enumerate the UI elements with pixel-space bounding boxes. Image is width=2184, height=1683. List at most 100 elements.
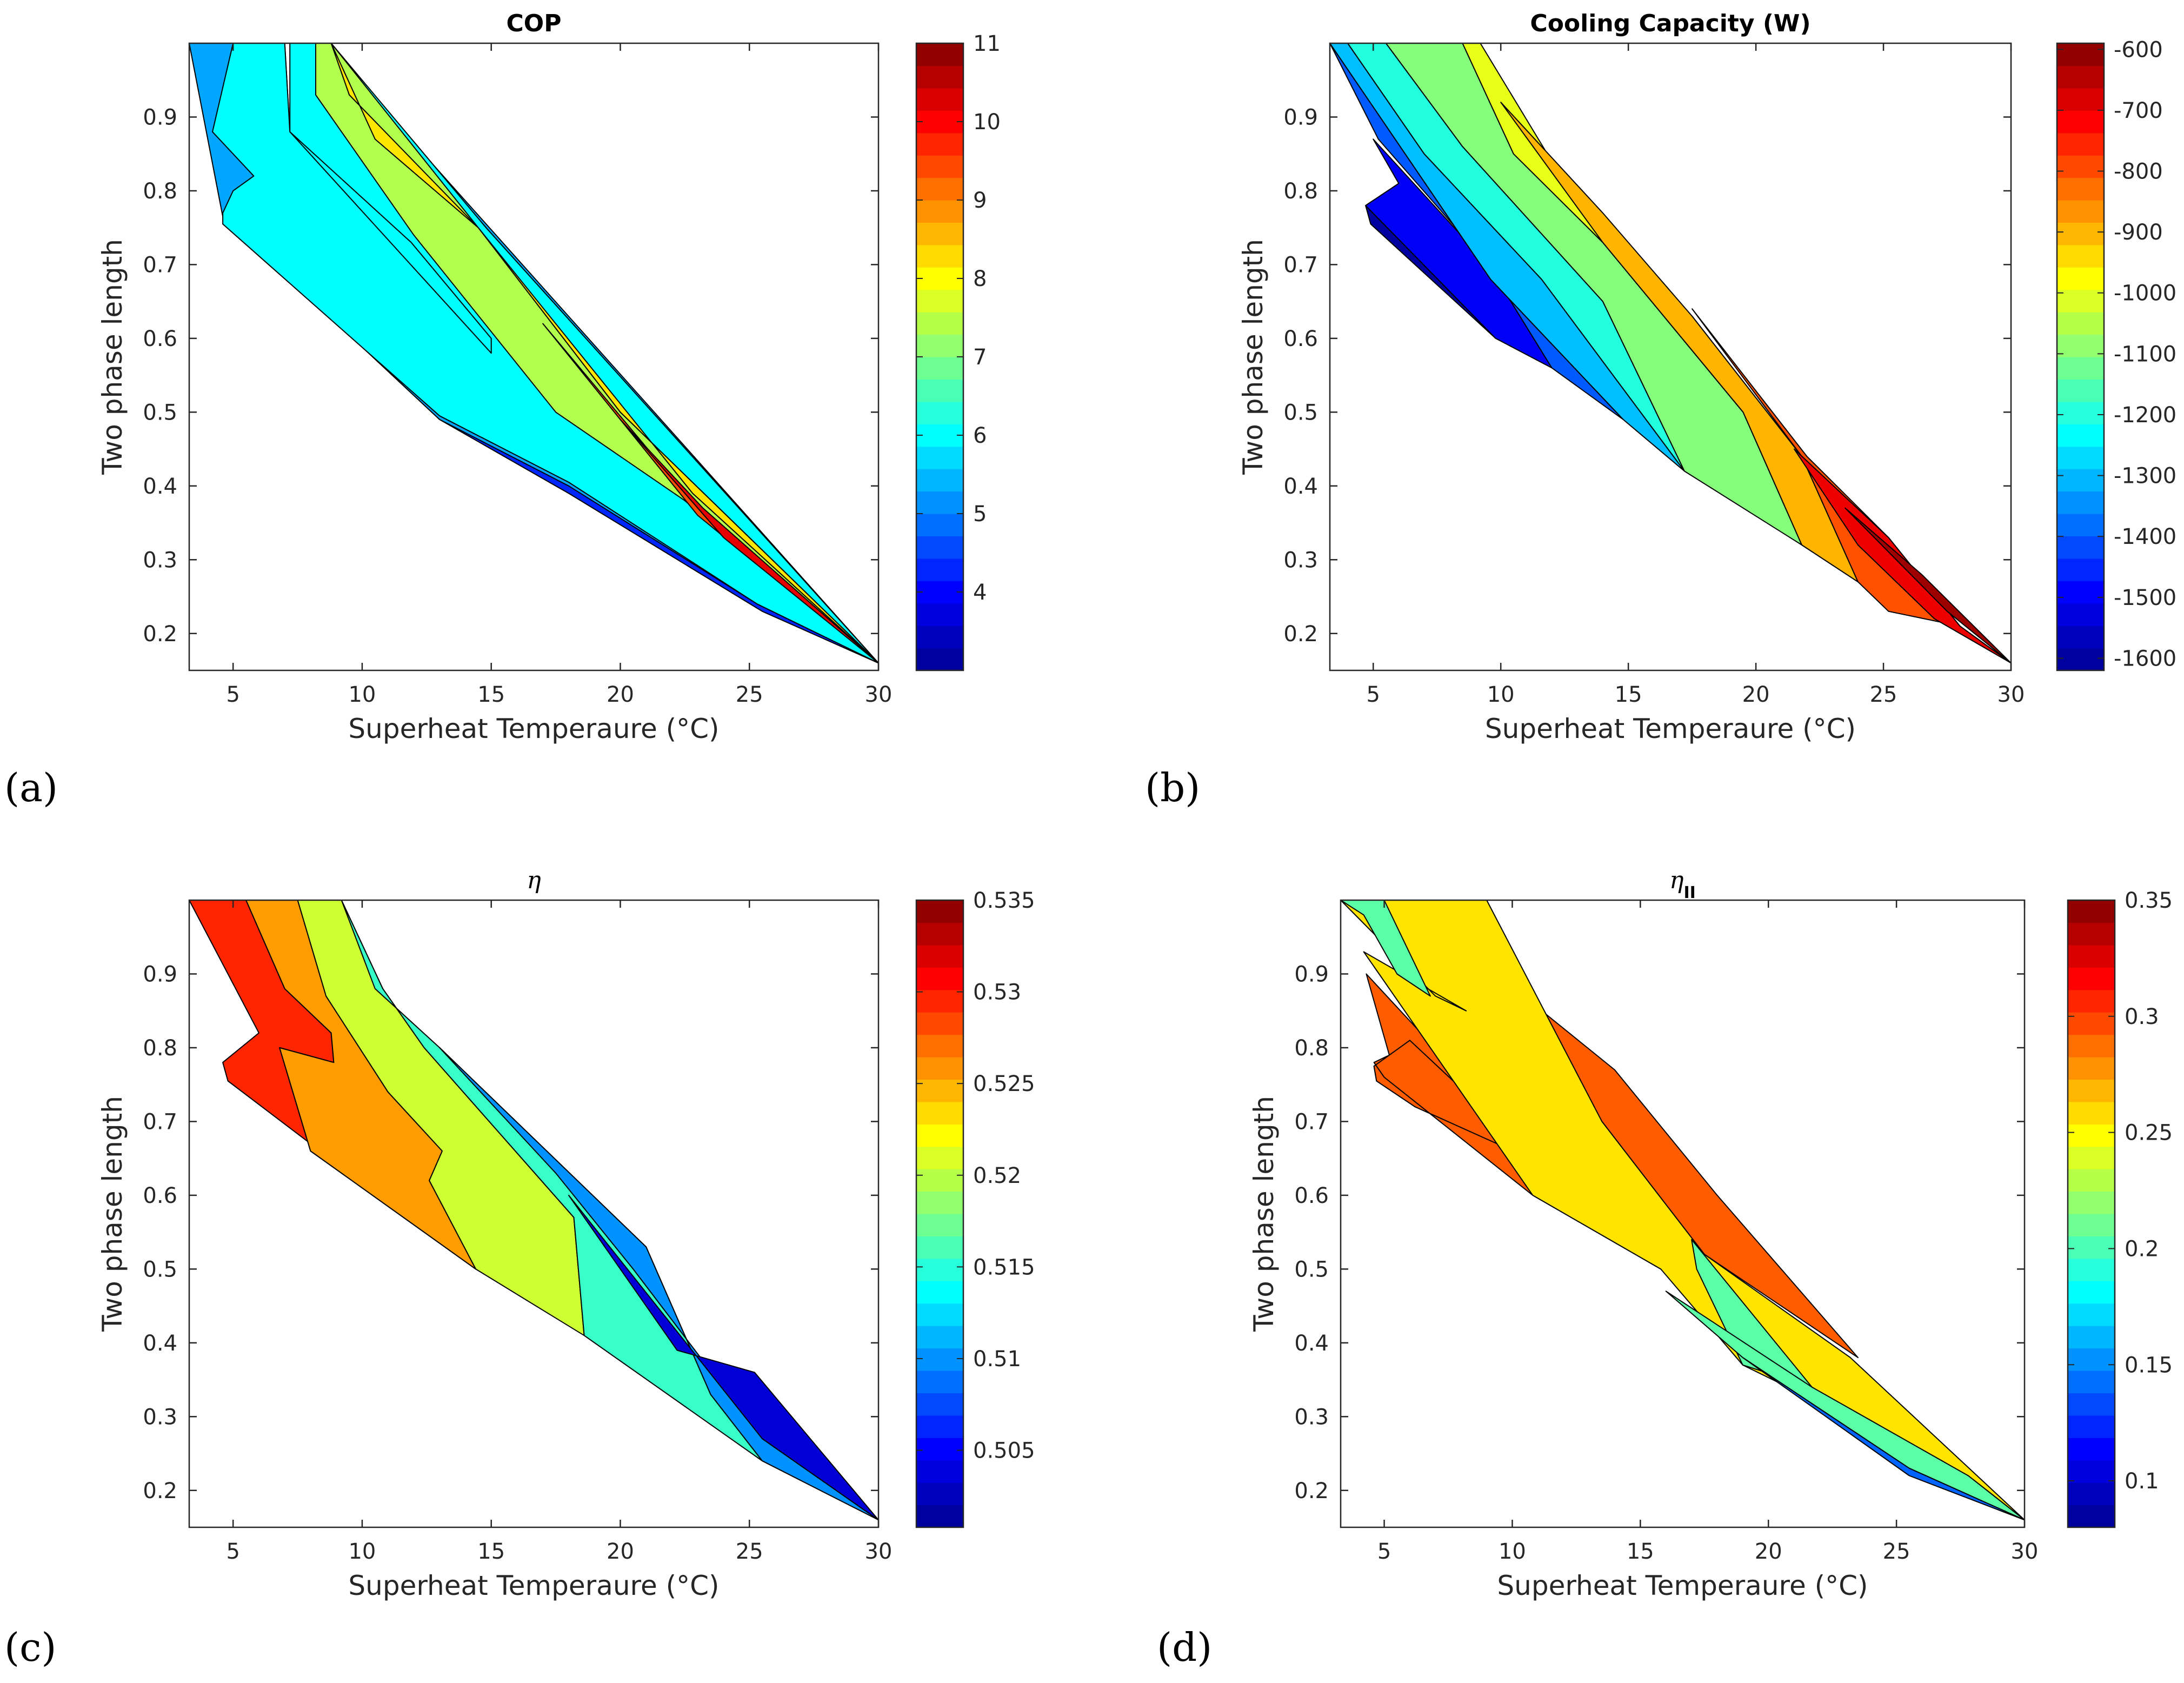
colorbar-tick-label: 10 (973, 110, 1001, 135)
y-tick-label: 0.5 (1283, 400, 1318, 425)
colorbar-band (916, 1057, 963, 1080)
colorbar-band (916, 514, 963, 537)
y-tick-label: 0.2 (143, 622, 177, 647)
x-tick-label: 30 (865, 682, 893, 707)
y-tick-label: 0.4 (143, 474, 177, 499)
x-tick-label: 15 (1615, 682, 1642, 707)
eta-region-0505 (568, 1194, 879, 1521)
y-tick-label: 0.2 (143, 1479, 177, 1504)
colorbar-band (916, 558, 963, 581)
x-tick-label: 25 (1883, 1539, 1910, 1564)
colorbar-tick-label: 0.2 (2125, 1236, 2159, 1261)
colorbar-tick-label: -600 (2114, 37, 2163, 62)
colorbar-band (916, 177, 963, 201)
panel-label-d: (d) (1157, 1625, 1213, 1670)
colorbar-band (2057, 132, 2104, 156)
colorbar-frame (2056, 42, 2105, 671)
y-tick-label: 0.6 (143, 1183, 177, 1208)
colorbar-band (916, 1191, 963, 1214)
colorbar-band (2068, 922, 2115, 946)
colorbar-band (916, 289, 963, 312)
chart-eta: 5 10 15 20 25 30 0.2 0.3 0.4 0.5 0.6 0.7 0.8 0.9 Super… (97, 867, 1035, 1601)
colorbar-tick-label: -900 (2114, 220, 2163, 245)
x-tick-label: 15 (1627, 1539, 1654, 1564)
colorbar-band (916, 1438, 963, 1461)
colorbar-band (2068, 1101, 2115, 1125)
colorbar-band (916, 1258, 963, 1281)
x-tick-label: 20 (1755, 1539, 1782, 1564)
colorbar-band (2057, 536, 2104, 559)
colorbar-band (2068, 1012, 2115, 1035)
y-axis-label: Two phase length (1237, 239, 1269, 475)
colorbar-band (2068, 989, 2115, 1013)
colorbar-band (2057, 446, 2104, 469)
colorbar-band (2057, 424, 2104, 447)
x-axis-label: Superheat Temperaure (°C) (1485, 713, 1856, 744)
y-tick-label: 0.3 (143, 1405, 177, 1429)
y-tick-label: 0.8 (1294, 1036, 1329, 1061)
colorbar-tick-label: -1100 (2114, 342, 2176, 367)
x-tick-label: 15 (477, 682, 505, 707)
x-axis-label: Superheat Temperaure (°C) (1497, 1570, 1868, 1601)
colorbar-band (2057, 581, 2104, 604)
chart-cooling-capacity: 5 10 15 20 25 30 0.2 0.3 0.4 0.5 0.6 0.7 0.8 0.9 Super… (1237, 10, 2176, 744)
colorbar-tick-label: -1400 (2114, 524, 2176, 549)
colorbar-band (916, 424, 963, 447)
colorbar-band (2057, 469, 2104, 492)
colorbar-band (916, 989, 963, 1013)
y-tick-label: 0.3 (1294, 1405, 1329, 1429)
y-tick-label: 0.9 (143, 105, 177, 130)
y-tick-label: 0.7 (1283, 252, 1318, 277)
x-tick-label: 20 (1742, 682, 1770, 707)
colorbar-band (916, 1505, 963, 1528)
chart-eta-ii: 5 10 15 20 25 30 0.2 0.3 0.4 0.5 0.6 0.7 0.8 0.9 Super… (1248, 867, 2173, 1601)
colorbar-tick-label: -1600 (2114, 646, 2176, 671)
colorbar-tick-label: -800 (2114, 159, 2163, 184)
colorbar-band (2068, 1169, 2115, 1192)
colorbar-band (2057, 177, 2104, 201)
colorbar-band (2057, 267, 2104, 290)
chart-title: COP (507, 10, 562, 37)
colorbar-tick-label: 7 (973, 345, 987, 370)
x-tick-label: 10 (1499, 1539, 1526, 1564)
colorbar-tick-label: 11 (973, 31, 1001, 56)
colorbar-tick-label: 9 (973, 188, 987, 213)
colorbar-band (916, 469, 963, 492)
colorbar-band (2057, 648, 2104, 671)
x-tick-label: 5 (1366, 682, 1380, 707)
colorbar-band (2068, 1505, 2115, 1528)
colorbar-tick-label: -1500 (2114, 586, 2176, 610)
colorbar-band (2057, 401, 2104, 424)
x-tick-label: 25 (736, 682, 763, 707)
y-tick-label: 0.2 (1294, 1479, 1329, 1504)
chart-cop: 5 10 15 20 25 30 0.2 0.3 0.4 0.5 0.6 0.7 0.8 0.9 Super… (97, 10, 1001, 744)
x-tick-label: 5 (226, 1539, 239, 1564)
panel-label-a: (a) (4, 765, 58, 810)
y-tick-label: 0.9 (143, 962, 177, 987)
colorbar-band (2057, 379, 2104, 402)
colorbar-band (916, 900, 963, 923)
x-axis-label: Superheat Temperaure (°C) (348, 1570, 719, 1601)
colorbar-band (916, 132, 963, 156)
colorbar-band (916, 244, 963, 268)
colorbar-band (2068, 1482, 2115, 1506)
colorbar-band (916, 110, 963, 134)
colorbar-band (916, 1236, 963, 1259)
colorbar-band (916, 648, 963, 671)
colorbar-band (916, 1101, 963, 1125)
colorbar-tick-label: 0.51 (973, 1347, 1021, 1372)
colorbar-band (2068, 1415, 2115, 1438)
panel-label-c: (c) (4, 1625, 57, 1670)
y-tick-label: 0.6 (143, 327, 177, 351)
eta2-region-020b (1691, 1239, 1813, 1388)
x-tick-label: 30 (1997, 682, 2025, 707)
colorbar-band (2068, 1214, 2115, 1237)
colorbar-tick-label: -1000 (2114, 281, 2176, 306)
colorbar-band (916, 65, 963, 89)
colorbar-band (916, 379, 963, 402)
y-tick-label: 0.6 (1294, 1183, 1329, 1208)
colorbar-band (916, 1281, 963, 1304)
colorbar-band (2057, 312, 2104, 335)
colorbar-band (2068, 1057, 2115, 1080)
colorbar-band (2057, 43, 2104, 66)
